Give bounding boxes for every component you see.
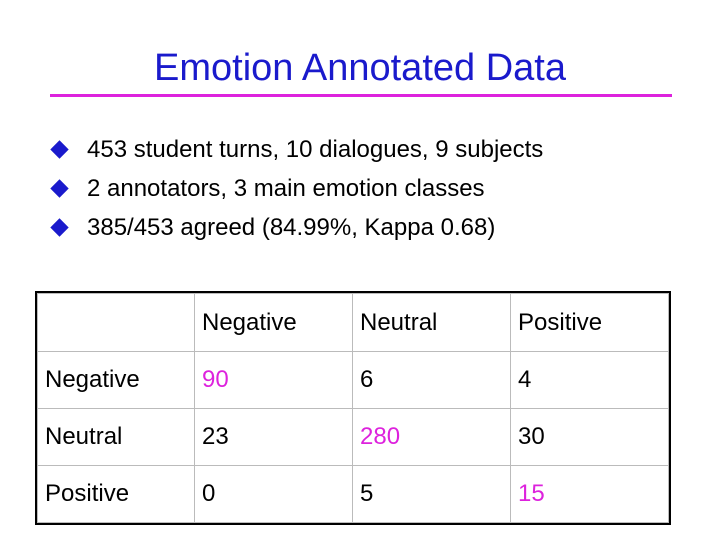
column-header: Negative	[194, 293, 353, 352]
table-header-row: Negative Neutral Positive	[37, 293, 669, 352]
table-cell: 280	[352, 408, 511, 466]
diamond-bullet-icon	[50, 179, 69, 198]
bullet-text: 453 student turns, 10 dialogues, 9 subje…	[87, 135, 544, 163]
bullet-text: 385/453 agreed (84.99%, Kappa 0.68)	[87, 213, 496, 241]
slide-title: Emotion Annotated Data	[154, 47, 566, 89]
table-cell: 5	[352, 465, 511, 523]
column-header: Neutral	[352, 293, 511, 352]
bullet-item: 385/453 agreed (84.99%, Kappa 0.68)	[46, 208, 543, 247]
table-cell: 90	[194, 351, 353, 409]
row-header: Neutral	[37, 408, 195, 466]
title-underline	[50, 94, 672, 97]
bullet-item: 453 student turns, 10 dialogues, 9 subje…	[46, 130, 543, 169]
table-cell: 4	[510, 351, 669, 409]
table-cell: 6	[352, 351, 511, 409]
table-cell: 15	[510, 465, 669, 523]
bullet-item: 2 annotators, 3 main emotion classes	[46, 169, 543, 208]
table-row: Neutral 23 280 30	[37, 408, 669, 466]
diamond-bullet-icon	[50, 140, 69, 159]
row-header: Negative	[37, 351, 195, 409]
table-cell: 23	[194, 408, 353, 466]
column-header: Positive	[510, 293, 669, 352]
table-corner-cell	[37, 293, 195, 352]
bullet-text: 2 annotators, 3 main emotion classes	[87, 174, 485, 202]
table-row: Negative 90 6 4	[37, 351, 669, 409]
agreement-matrix-table: Negative Neutral Positive Negative 90 6 …	[35, 291, 671, 525]
bullet-list: 453 student turns, 10 dialogues, 9 subje…	[46, 130, 543, 247]
table-cell: 0	[194, 465, 353, 523]
diamond-bullet-icon	[50, 218, 69, 237]
row-header: Positive	[37, 465, 195, 523]
table-row: Positive 0 5 15	[37, 465, 669, 523]
table-cell: 30	[510, 408, 669, 466]
